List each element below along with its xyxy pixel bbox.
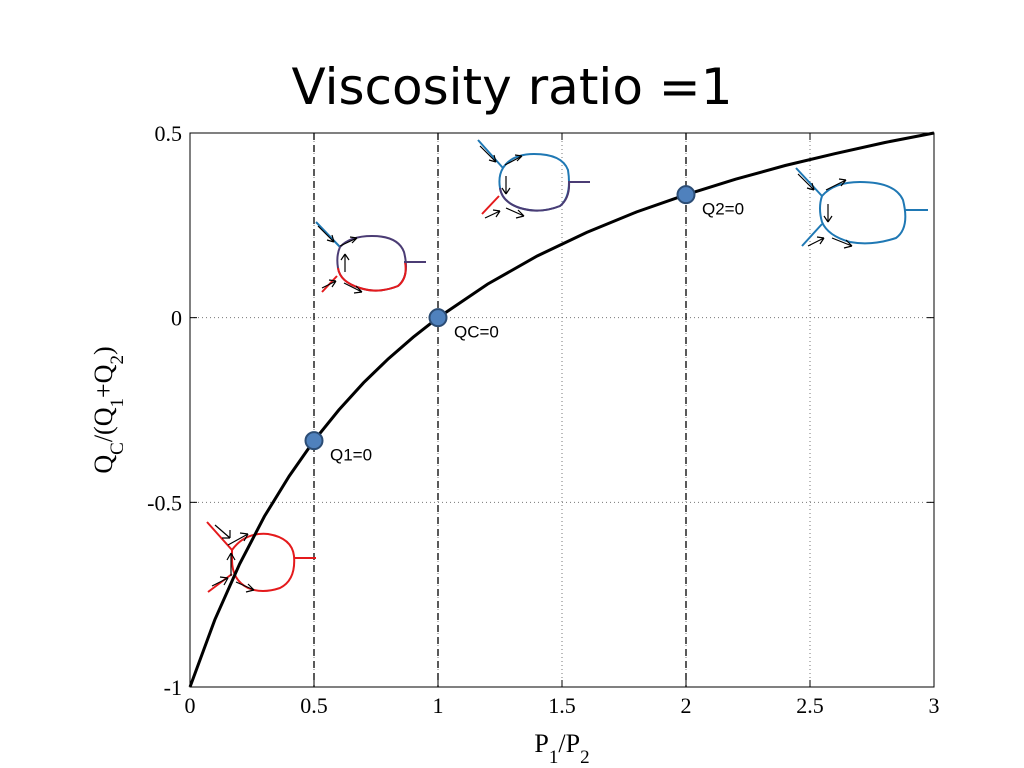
page-title: Viscosity ratio =1: [291, 58, 733, 116]
plot-frame: [189, 132, 935, 688]
point-label: Q2=0: [702, 200, 744, 219]
inset-diagram-red: [206, 521, 316, 593]
grid: [190, 133, 934, 687]
inset-diagram-red-purple: [315, 221, 426, 294]
point-label: QC=0: [454, 323, 499, 342]
y-tick-label: 0.5: [155, 121, 183, 146]
inset-diagram-blue: [795, 167, 928, 249]
axis-ticks: 0 0.5 1 1.5 2 2.5 3 -1 -0.5 0 0.5: [147, 121, 939, 718]
x-axis-label: P1/P2: [534, 729, 589, 768]
x-tick-label: 0: [185, 693, 196, 718]
x-tick-label: 1.5: [548, 693, 576, 718]
y-tick-label: -0.5: [147, 490, 182, 515]
y-axis-label: QC/(Q1+Q2): [89, 346, 128, 473]
y-tick-label: -1: [164, 675, 182, 700]
vertical-reference-lines: [313, 133, 687, 687]
x-tick-label: 0.5: [300, 693, 328, 718]
inset-diagram-blue-purple: [477, 139, 590, 219]
point-label: Q1=0: [330, 446, 372, 465]
point-marker: [304, 431, 324, 451]
x-tick-label: 2: [681, 693, 692, 718]
point-marker: [428, 308, 448, 328]
point-marker: [676, 185, 696, 205]
y-tick-label: 0: [171, 306, 182, 331]
marked-points: Q1=0 QC=0 Q2=0: [304, 185, 744, 465]
x-tick-label: 3: [929, 693, 940, 718]
x-tick-label: 1: [433, 693, 444, 718]
x-tick-label: 2.5: [796, 693, 824, 718]
